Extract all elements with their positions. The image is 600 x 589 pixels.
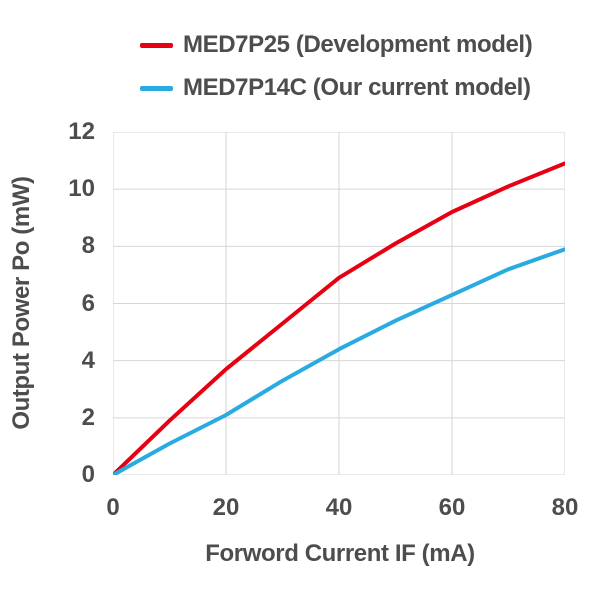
series-line-med7p25 — [113, 161, 565, 475]
legend-item-med7p25: MED7P25 (Development model) — [140, 31, 533, 59]
y-tick-label: 0 — [81, 461, 95, 488]
legend-line-swatch-red — [140, 42, 173, 48]
y-tick-label: 4 — [81, 346, 95, 374]
chart-legend: MED7P25 (Development model) MED7P14C (Ou… — [140, 31, 533, 117]
x-tick-label: 40 — [325, 494, 353, 521]
legend-label-med7p25: MED7P25 (Development model) — [183, 31, 533, 58]
legend-label-med7p14c: MED7P14C (Our current model) — [183, 74, 531, 101]
x-tick-label: 60 — [438, 494, 466, 521]
series-line-med7p14c — [113, 247, 565, 475]
plot-area — [113, 132, 565, 475]
x-tick-label: 0 — [106, 494, 120, 521]
y-tick-label: 2 — [81, 403, 95, 431]
legend-line-swatch-blue — [140, 85, 173, 91]
y-tick-label: 10 — [68, 175, 95, 203]
y-tick-label: 6 — [81, 289, 95, 317]
y-axis-title: Output Power Po (mW) — [8, 176, 35, 430]
x-tick-label: 80 — [551, 494, 579, 521]
y-tick-label: 12 — [68, 118, 95, 145]
x-axis-title: Forword Current IF (mA) — [205, 540, 475, 567]
x-tick-label: 20 — [212, 494, 240, 521]
y-tick-label: 8 — [81, 232, 95, 260]
legend-item-med7p14c: MED7P14C (Our current model) — [140, 74, 532, 102]
